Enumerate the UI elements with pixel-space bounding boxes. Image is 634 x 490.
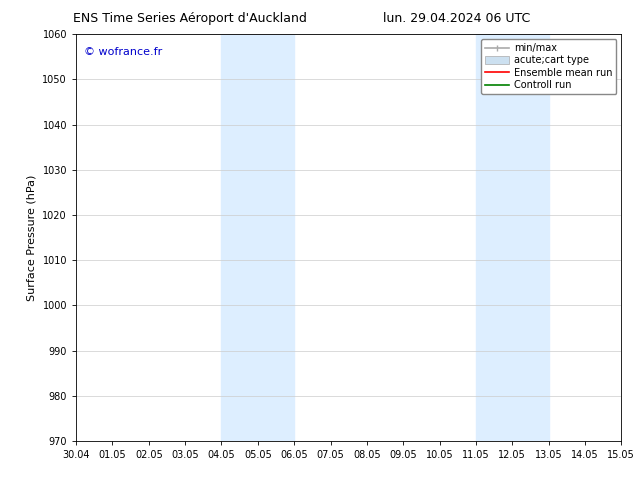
Text: ENS Time Series Aéroport d'Auckland: ENS Time Series Aéroport d'Auckland xyxy=(74,12,307,25)
Bar xyxy=(221,34,294,441)
Text: © wofrance.fr: © wofrance.fr xyxy=(84,47,162,56)
Bar xyxy=(476,34,548,441)
Y-axis label: Surface Pressure (hPa): Surface Pressure (hPa) xyxy=(27,174,37,301)
Legend: min/max, acute;cart type, Ensemble mean run, Controll run: min/max, acute;cart type, Ensemble mean … xyxy=(481,39,616,94)
Text: lun. 29.04.2024 06 UTC: lun. 29.04.2024 06 UTC xyxy=(383,12,530,25)
